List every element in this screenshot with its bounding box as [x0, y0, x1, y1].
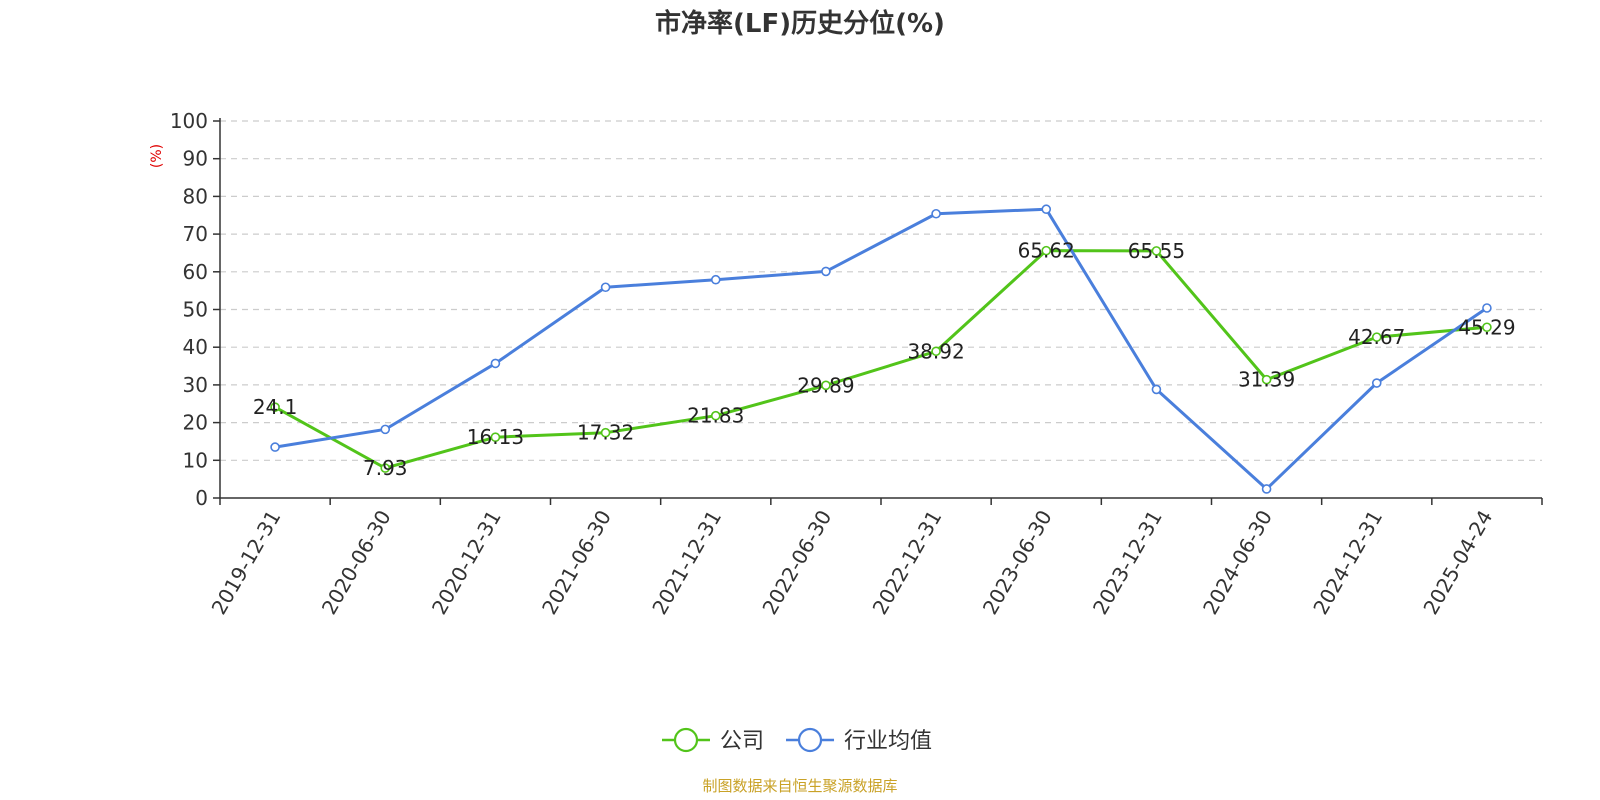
y-tick-label: 50 [183, 298, 208, 322]
data-label: 38.92 [907, 339, 964, 363]
x-tick-label: 2025-04-24 [1418, 506, 1497, 619]
x-tick-label: 2021-12-31 [647, 506, 726, 619]
series-0-point[interactable] [270, 402, 280, 412]
series-0-point[interactable] [1041, 245, 1052, 256]
series-line-1 [274, 207, 1488, 491]
series-0-point[interactable] [380, 463, 391, 473]
series-line-0 [274, 249, 1488, 470]
series-1-point[interactable] [1261, 484, 1272, 494]
legend-label: 公司 [720, 729, 764, 754]
data-label: 31.39 [1238, 368, 1295, 392]
legend[interactable]: 公司 行业均值 [662, 727, 932, 754]
x-tick-label: 2024-12-31 [1308, 506, 1387, 619]
y-axis-ticks: 0 10 20 30 40 50 60 70 80 90 100 [170, 109, 220, 510]
data-label: 7.93 [363, 456, 408, 480]
x-tick-label: 2020-06-30 [317, 506, 396, 619]
chart-title: 市净率(LF)历史分位(%) [655, 8, 945, 39]
legend-label: 行业均值 [844, 729, 932, 754]
series-1-point[interactable] [821, 266, 831, 277]
x-tick-label: 2022-06-30 [757, 506, 836, 619]
series-0-point[interactable] [931, 346, 941, 357]
y-tick-label: 30 [183, 373, 208, 397]
data-label: 29.89 [797, 373, 854, 397]
series-1-point[interactable] [490, 358, 501, 369]
data-label: 42.67 [1348, 325, 1405, 349]
x-tick-label: 2022-12-31 [868, 506, 947, 619]
legend-marker [797, 727, 823, 753]
data-label: 24.1 [253, 395, 298, 419]
x-tick-label: 2023-06-30 [978, 506, 1057, 619]
series-1-point[interactable] [270, 442, 280, 452]
series-0-point[interactable] [821, 380, 831, 391]
x-tick-label: 2020-12-31 [427, 506, 506, 619]
axes [219, 118, 1542, 499]
x-tick-label: 2024-06-30 [1198, 506, 1277, 619]
y-tick-label: 70 [183, 222, 208, 246]
series-1-point[interactable] [1151, 384, 1162, 395]
data-label: 45.29 [1458, 315, 1515, 339]
source-note: 制图数据来自恒生聚源数据库 [702, 777, 897, 795]
series-0-point[interactable] [1371, 332, 1382, 342]
y-tick-label: 20 [183, 411, 208, 435]
legend-marker [673, 727, 699, 753]
y-tick-label: 60 [183, 260, 208, 284]
series-0-point[interactable] [1151, 246, 1162, 256]
series-1-point[interactable] [380, 424, 391, 435]
y-tick-label: 100 [170, 109, 208, 133]
x-tick-label: 2023-12-31 [1088, 506, 1167, 619]
data-label: 65.62 [1018, 239, 1075, 263]
series-0-point[interactable] [710, 410, 721, 421]
y-tick-label: 0 [195, 486, 208, 510]
series-layer [270, 204, 1492, 494]
y-axis-label: (%) [149, 144, 165, 168]
series-0-point[interactable] [600, 427, 611, 438]
x-axis-ticks: 2019-12-31 2020-06-30 2020-12-31 2021-06-30… [207, 498, 1543, 619]
y-tick-label: 10 [183, 448, 208, 472]
x-tick-label: 2019-12-31 [207, 506, 286, 619]
series-0-point[interactable] [1482, 322, 1492, 333]
series-0-point[interactable] [490, 432, 501, 442]
series-1-point[interactable] [600, 282, 611, 293]
series-1-point[interactable] [1482, 303, 1492, 313]
data-labels: 24.1 7.93 16.13 17.32 21.83 29.89 38.92 65.62 65… [253, 239, 1516, 480]
data-label: 21.83 [687, 404, 744, 428]
y-tick-label: 90 [183, 147, 208, 171]
series-0-point[interactable] [1261, 374, 1272, 385]
y-tick-label: 40 [183, 335, 208, 359]
series-1-point[interactable] [710, 274, 721, 285]
data-label: 17.32 [577, 421, 634, 445]
gridlines [220, 120, 1542, 461]
data-label: 65.55 [1128, 239, 1185, 263]
series-1-point[interactable] [1371, 378, 1382, 388]
series-1-point[interactable] [931, 208, 941, 219]
series-1-point[interactable] [1041, 204, 1052, 215]
legend-item-0[interactable]: 公司 [662, 727, 764, 754]
legend-item-1[interactable]: 行业均值 [786, 727, 932, 754]
x-tick-label: 2021-06-30 [537, 506, 616, 619]
data-label: 16.13 [467, 425, 524, 449]
y-tick-label: 80 [183, 184, 208, 208]
